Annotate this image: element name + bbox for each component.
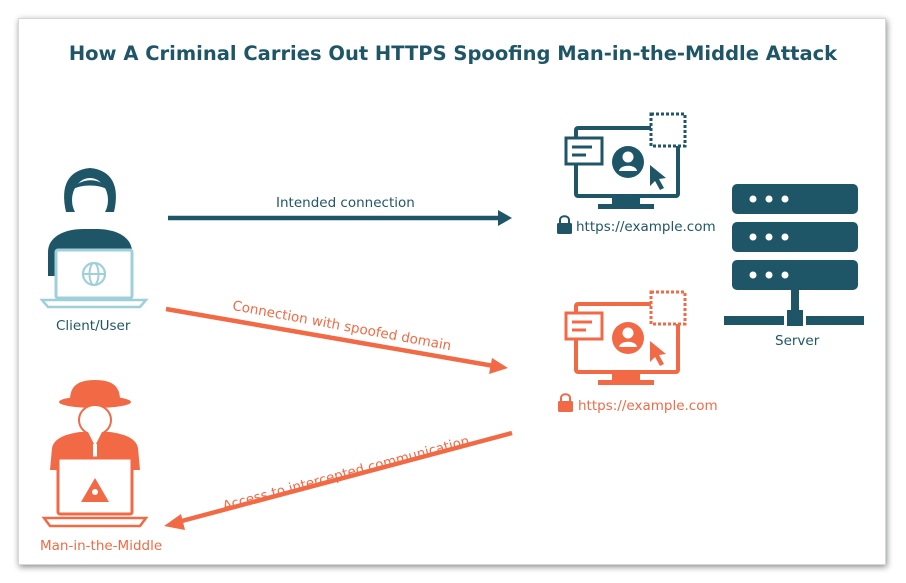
intended-connection-label: Intended connection	[276, 195, 415, 211]
spoofed-site-url: https://example.com	[578, 398, 718, 414]
lock-icon	[558, 393, 573, 412]
intended-connection-arrow	[168, 210, 512, 226]
client-user-icon	[39, 168, 149, 309]
diagram-frame	[18, 18, 886, 565]
spoofed-connection-arrow	[165, 306, 508, 374]
server-icon	[724, 184, 864, 326]
attacker-label: Man-in-the-Middle	[40, 538, 163, 554]
spoofed-website-icon	[564, 290, 687, 385]
intercepted-access-arrow	[164, 430, 513, 530]
server-label: Server	[775, 333, 820, 349]
lock-icon	[557, 215, 572, 234]
diagram-title: How A Criminal Carries Out HTTPS Spoofin…	[68, 42, 838, 65]
legit-website-icon	[564, 112, 687, 209]
legit-site-url: https://example.com	[576, 219, 716, 235]
client-user-label: Client/User	[56, 318, 131, 334]
attacker-icon	[41, 380, 149, 528]
